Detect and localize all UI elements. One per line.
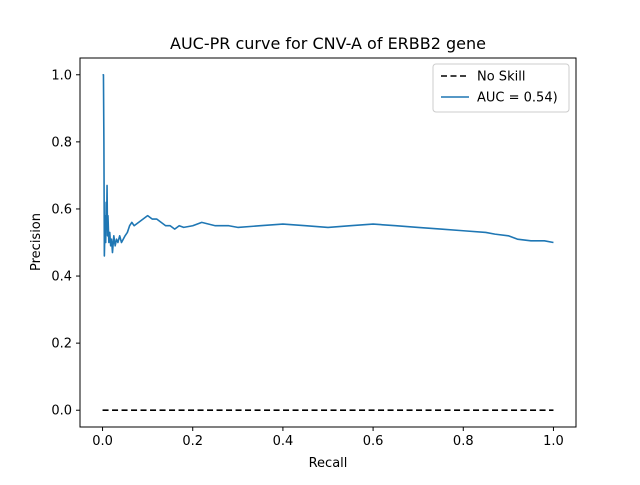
y-tick-label: 0.4 [51,270,72,285]
y-tick-label: 1.0 [51,68,72,83]
axes-frame [79,57,577,428]
legend-box [432,63,570,113]
legend-entry-label: AUC = 0.54) [477,91,558,106]
chart-title: AUC-PR curve for CNV-A of ERBB2 gene [170,34,486,53]
x-tick-label: 1.0 [543,434,564,449]
x-tick-label: 0.6 [363,434,384,449]
x-tick-label: 0.8 [453,434,474,449]
y-tick-label: 0.2 [51,337,72,352]
x-axis-label: Recall [309,456,348,471]
y-tick-label: 0.6 [51,202,72,217]
x-tick-label: 0.4 [273,434,294,449]
x-tick-label: 0.0 [92,434,113,449]
pr-curve-line [102,73,554,257]
y-tick-label: 0.8 [51,135,72,150]
y-axis-label: Precision [29,213,44,271]
x-tick-label: 0.2 [182,434,203,449]
legend-entry-label: No Skill [477,70,525,85]
y-tick-label: 0.0 [51,404,72,419]
legend: No Skill AUC = 0.54) [432,63,570,113]
plot-area: 0.0 0.2 0.4 0.6 0.8 1.0 0.0 0.2 0.4 0.6 0.8 1.0 [51,57,577,449]
